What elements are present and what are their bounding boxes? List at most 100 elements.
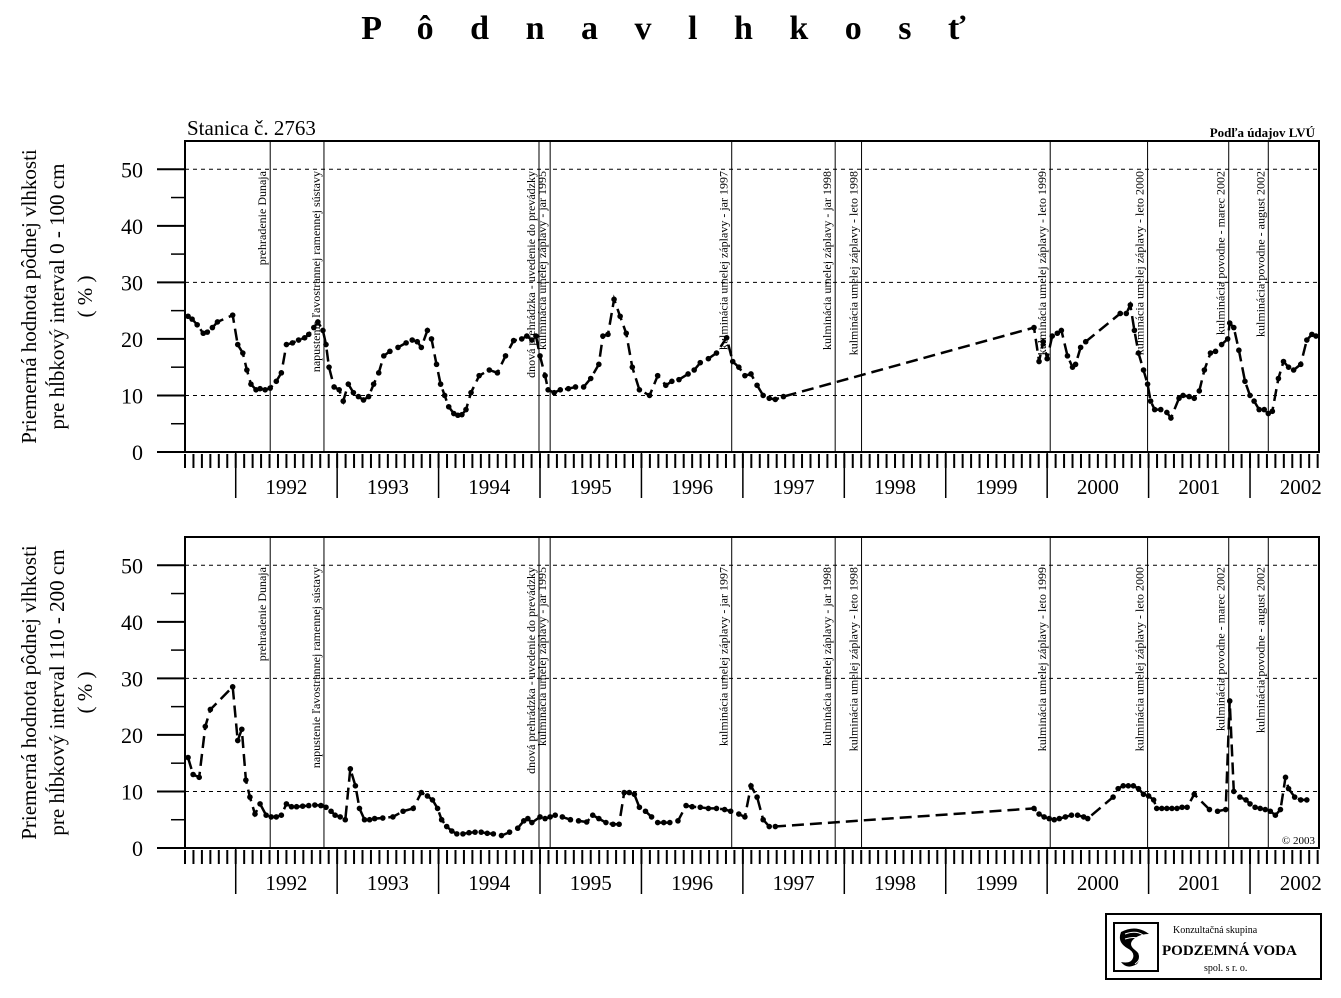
bottom-data-point [766,823,773,830]
top-data-point [365,393,372,400]
top-data-point [587,375,594,382]
top-data-point [772,396,779,403]
top-y-axis-label: Priemerná hodnota pôdnej vlhkosti [17,149,41,444]
top-data-point [1151,406,1158,413]
bottom-data-point [466,829,472,836]
top-data-point [381,353,387,359]
top-event-label: kulminácia umelej záplavy - leto 2000 [1133,171,1147,355]
top-data-point [580,384,587,390]
bottom-data-point [1277,806,1284,813]
bottom-data-point [616,821,622,828]
top-data-point [1251,398,1257,404]
bottom-data-point [575,818,582,824]
top-data-point [331,384,337,390]
top-data-point [542,372,548,379]
bottom-plot-frame [184,536,1320,849]
top-data-point [518,336,525,342]
top-data-point [375,370,382,376]
top-data-point [1123,310,1130,317]
top-data-point [1164,409,1170,416]
top-data-point [729,358,736,365]
bottom-data-point [252,811,258,817]
bottom-data-point [379,815,386,821]
bottom-data-point [1036,811,1042,817]
bottom-data-point [312,802,318,808]
top-data-point [760,392,766,399]
top-event-label: kulminácia umelej záplavy - leto 1998 [847,171,861,355]
top-data-point [262,387,268,393]
bottom-x-tick-label: 1997 [773,871,815,895]
bottom-data-point [361,816,368,823]
top-data-point [533,333,539,339]
bottom-data-point [675,818,681,824]
top-data-point [315,319,321,325]
top-data-point [326,364,332,370]
bottom-data-point [1184,804,1190,811]
bottom-data-point [1041,814,1047,820]
bottom-data-point [552,812,559,819]
top-data-point [486,367,493,373]
top-data-point [1064,353,1071,359]
bottom-data-point [748,783,754,789]
top-data-point [1077,344,1084,351]
bottom-data-point [1174,805,1180,812]
bottom-data-point [293,803,300,810]
top-data-point [345,381,352,387]
bottom-data-point [697,804,704,811]
top-data-point [336,387,342,393]
bottom-data-point [490,831,497,837]
bottom-y-axis-label: pre hĺbkový interval 110 - 200 cm [45,549,69,835]
top-data-point [1196,388,1203,394]
bottom-x-tick-label: 2001 [1178,871,1220,895]
bottom-y-tick-label: 50 [121,553,143,578]
bottom-event-label: kulminácia povodne - marec 2002 [1214,567,1228,731]
bottom-y-tick-label: 40 [121,610,143,635]
bottom-data-point [438,816,445,823]
bottom-data-point [273,814,280,820]
top-data-point [323,341,329,348]
top-data-point [676,376,682,383]
bottom-data-point [190,771,196,778]
top-event-label: napustenie ľavostrannej ramennej sústavy [309,171,323,372]
top-data-point [629,364,636,370]
top-data-point [1144,381,1151,387]
source-label: Podľa údajov LVÚ [1210,125,1316,140]
bottom-data-point [1282,774,1289,781]
top-data-point [691,367,697,373]
bottom-event-label: kulminácia umelej záplavy - leto 2000 [1133,567,1147,751]
bottom-event-label: kulminácia umelej záplavy - jar 1995 [535,567,549,746]
bottom-data-point [660,819,667,826]
bottom-event-label: kulminácia umelej záplavy - jar 1997 [717,567,731,746]
bottom-x-tick-label: 1995 [570,871,612,895]
bottom-data-point [1046,815,1052,822]
bottom-x-tick-label: 1998 [874,871,916,895]
bottom-data-point [352,783,359,789]
top-data-point [273,378,280,385]
bottom-data-point [654,819,661,826]
top-data-point [654,372,661,379]
bottom-data-point [1130,783,1137,789]
bottom-x-tick-label: 1992 [265,871,307,895]
top-data-point [476,372,482,379]
bottom-data-point [603,819,609,826]
bottom-data-point [342,816,349,823]
bottom-data-point [424,793,431,799]
top-data-point [545,387,551,393]
bottom-x-tick-label: 2002 [1280,871,1322,895]
bottom-data-point [1247,801,1253,807]
bottom-data-point [207,706,214,713]
top-x-tick-label: 1992 [265,475,307,499]
top-data-point [433,361,440,368]
top-data-point [1256,406,1262,413]
top-data-point [600,333,606,339]
bottom-data-point [1115,785,1121,792]
bottom-data-point [689,803,695,810]
bottom-x-tick-label: 1996 [671,871,713,895]
top-data-point [685,371,691,377]
logo-subtitle-bottom: spol. s r. o. [1204,963,1248,974]
bottom-data-point [1125,783,1132,789]
bottom-data-point [1257,805,1263,812]
bottom-data-point [247,794,253,800]
bottom-data-point [1304,797,1310,803]
bottom-data-point [525,815,531,822]
